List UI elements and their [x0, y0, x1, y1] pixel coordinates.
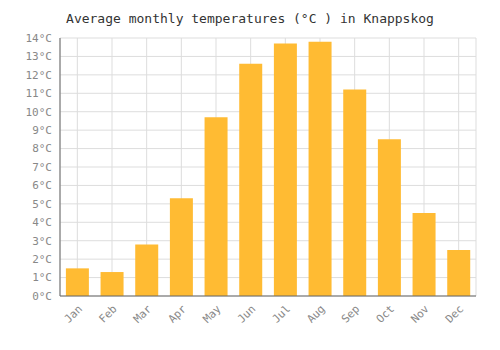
svg-text:6°C: 6°C: [32, 179, 52, 192]
svg-text:2°C: 2°C: [32, 253, 52, 266]
svg-text:Apr: Apr: [166, 302, 190, 326]
svg-text:5°C: 5°C: [32, 198, 52, 211]
svg-text:11°C: 11°C: [26, 87, 53, 100]
svg-text:1°C: 1°C: [32, 271, 52, 284]
svg-text:Mar: Mar: [131, 302, 155, 326]
svg-text:0°C: 0°C: [32, 290, 52, 303]
svg-text:3°C: 3°C: [32, 235, 52, 248]
svg-text:Feb: Feb: [96, 302, 119, 325]
svg-text:7°C: 7°C: [32, 161, 52, 174]
svg-text:Sep: Sep: [339, 302, 362, 325]
svg-text:9°C: 9°C: [32, 124, 52, 137]
svg-text:8°C: 8°C: [32, 142, 52, 155]
svg-text:Jun: Jun: [235, 302, 258, 325]
svg-text:12°C: 12°C: [26, 69, 53, 82]
svg-text:Jan: Jan: [62, 302, 85, 325]
svg-text:May: May: [200, 302, 224, 326]
svg-text:Nov: Nov: [408, 302, 432, 326]
svg-text:14°C: 14°C: [26, 32, 53, 45]
svg-text:Jul: Jul: [270, 302, 293, 325]
svg-text:4°C: 4°C: [32, 216, 52, 229]
svg-text:13°C: 13°C: [26, 50, 53, 63]
svg-text:Oct: Oct: [374, 302, 397, 325]
svg-text:10°C: 10°C: [26, 106, 53, 119]
html-text:Average monthly temperatures (: Average monthly temperatures (°C ) in Kn…: [66, 11, 434, 26]
svg-text:Dec: Dec: [443, 302, 466, 325]
svg-text:Aug: Aug: [304, 302, 327, 325]
